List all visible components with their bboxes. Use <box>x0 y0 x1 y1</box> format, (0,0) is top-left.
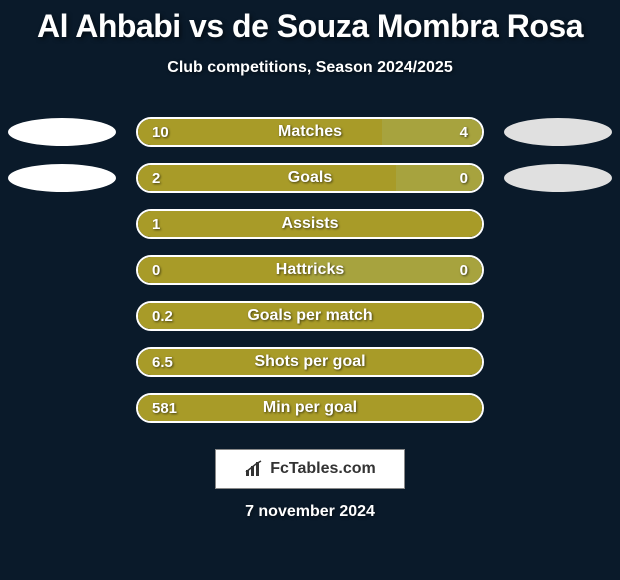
stat-value-left: 0.2 <box>138 308 187 325</box>
stat-bar: 0 0 Hattricks <box>136 255 484 285</box>
stat-row: 6.5 Shots per goal <box>0 347 620 377</box>
stat-bar: 10 4 Matches <box>136 117 484 147</box>
stat-row: 581 Min per goal <box>0 393 620 423</box>
stat-label: Goals <box>288 169 332 187</box>
stat-value-right: 0 <box>446 170 482 187</box>
stat-bar: 0.2 Goals per match <box>136 301 484 331</box>
player-right-avatar <box>504 118 612 146</box>
stat-value-left: 0 <box>138 262 174 279</box>
stat-value-left: 6.5 <box>138 354 187 371</box>
stat-row: 1 Assists <box>0 209 620 239</box>
footer-logo[interactable]: FcTables.com <box>215 449 405 489</box>
stat-bar-right: 0 <box>396 165 482 191</box>
footer-date: 7 november 2024 <box>0 503 620 521</box>
stat-value-left: 581 <box>138 400 191 417</box>
stat-value-left: 1 <box>138 216 174 233</box>
stat-row: 10 4 Matches <box>0 117 620 147</box>
stat-bar: 2 0 Goals <box>136 163 484 193</box>
stat-label: Assists <box>282 215 339 233</box>
stat-label: Hattricks <box>276 261 344 279</box>
stats-container: 10 4 Matches 2 0 Goals 1 Assists 0 0 Hattricks 0.2 G… <box>0 117 620 423</box>
player-left-avatar <box>8 164 116 192</box>
stat-value-left: 2 <box>138 170 174 187</box>
footer-logo-text: FcTables.com <box>270 460 376 478</box>
stat-label: Goals per match <box>247 307 372 325</box>
player-right-avatar <box>504 164 612 192</box>
player-left-avatar <box>8 118 116 146</box>
stat-value-right: 0 <box>446 262 482 279</box>
stat-bar: 581 Min per goal <box>136 393 484 423</box>
stat-row: 0.2 Goals per match <box>0 301 620 331</box>
stat-value-right: 4 <box>446 124 482 141</box>
stat-bar: 1 Assists <box>136 209 484 239</box>
page-title: Al Ahbabi vs de Souza Mombra Rosa <box>0 8 620 45</box>
stat-label: Matches <box>278 123 342 141</box>
subtitle: Club competitions, Season 2024/2025 <box>0 59 620 77</box>
stat-row: 2 0 Goals <box>0 163 620 193</box>
stat-label: Shots per goal <box>254 353 365 371</box>
stat-bar-right: 4 <box>382 119 482 145</box>
stat-bar-left: 10 <box>138 119 382 145</box>
stat-row: 0 0 Hattricks <box>0 255 620 285</box>
stat-value-left: 10 <box>138 124 183 141</box>
stat-bar-left: 2 <box>138 165 396 191</box>
stat-bar: 6.5 Shots per goal <box>136 347 484 377</box>
chart-icon <box>244 460 264 478</box>
stat-label: Min per goal <box>263 399 357 417</box>
